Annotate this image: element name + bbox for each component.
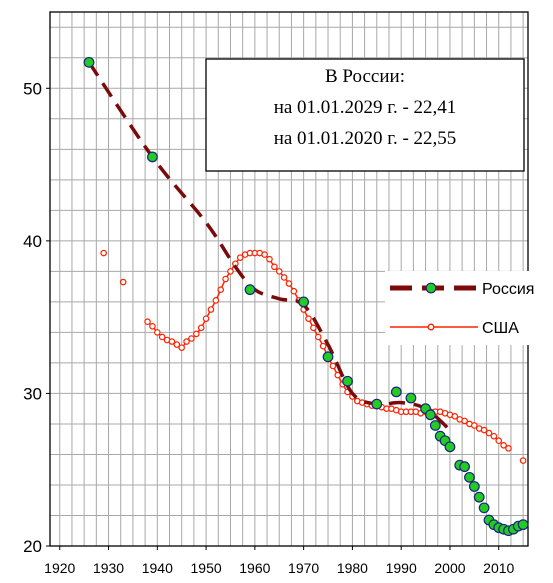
russia-point — [83, 56, 95, 68]
usa-point — [227, 268, 234, 275]
russia-point — [244, 284, 256, 296]
x-tick-label: 1960 — [239, 560, 270, 576]
y-tick-label: 40 — [23, 232, 42, 251]
russia-point — [371, 398, 383, 410]
usa-point — [178, 344, 185, 351]
legend: Россия США — [385, 271, 553, 345]
russia-point — [459, 461, 470, 473]
x-tick-label: 1980 — [337, 560, 368, 576]
usa-point — [480, 426, 488, 434]
x-tick-label: 2000 — [434, 560, 465, 576]
usa-point — [275, 268, 283, 275]
russia-point — [342, 375, 353, 387]
x-tick-label: 1990 — [386, 560, 417, 576]
usa-point — [519, 457, 527, 464]
usa-point — [500, 442, 507, 449]
legend-russia-marker — [425, 282, 437, 294]
usa-point — [217, 286, 225, 293]
usa-point — [266, 255, 273, 263]
annotation-box: В России: на 01.01.2029 г. - 22,41 на 01… — [205, 58, 525, 172]
russia-point — [429, 420, 441, 431]
y-tick-label: 30 — [23, 384, 42, 403]
x-tick-label: 1920 — [44, 560, 75, 576]
x-axis-ticks: 1920 1930 1940 1950 1960 1970 1980 1990 2000 2010 — [44, 546, 515, 576]
russia-point — [390, 386, 402, 398]
usa-point — [193, 330, 200, 338]
y-tick-label: 20 — [23, 537, 42, 556]
usa-point — [280, 274, 288, 281]
x-tick-label: 2010 — [483, 560, 514, 576]
usa-point — [100, 249, 107, 257]
usa-point — [183, 338, 190, 345]
russia-point — [298, 296, 310, 308]
usa-point — [305, 315, 312, 322]
usa-point — [505, 445, 512, 452]
usa-point — [188, 335, 195, 342]
russia-point — [473, 491, 485, 503]
russia-point — [405, 392, 417, 404]
russia-point — [322, 351, 334, 363]
russia-point — [464, 471, 475, 483]
usa-point — [222, 275, 229, 283]
russia-point — [478, 502, 490, 514]
legend-usa-marker — [427, 323, 435, 331]
usa-point — [236, 254, 244, 261]
usa-point — [154, 329, 161, 336]
russia-point — [147, 151, 158, 163]
usa-point — [158, 333, 166, 341]
usa-point — [144, 318, 151, 326]
usa-point — [451, 413, 459, 420]
y-tick-label: 50 — [23, 79, 42, 98]
usa-point — [212, 297, 220, 304]
usa-point — [490, 432, 498, 440]
russia-point — [517, 519, 529, 531]
usa-point — [271, 263, 278, 271]
usa-point — [471, 422, 478, 429]
usa-point — [261, 251, 268, 258]
x-tick-label: 1950 — [191, 560, 222, 576]
usa-point — [461, 417, 468, 425]
annotation-line-1: В России: — [325, 66, 405, 87]
usa-point — [285, 280, 293, 287]
usa-point — [119, 278, 127, 286]
usa-point — [310, 324, 317, 332]
usa-point — [319, 342, 327, 350]
x-tick-label: 1970 — [288, 560, 319, 576]
russia-point — [444, 441, 456, 453]
usa-point — [168, 338, 176, 345]
usa-point — [173, 341, 181, 348]
usa-point — [197, 324, 205, 332]
usa-point — [329, 362, 337, 370]
usa-point — [202, 315, 210, 322]
legend-russia-label: Россия — [482, 281, 534, 298]
x-tick-label: 1940 — [142, 560, 173, 576]
usa-point — [149, 322, 156, 330]
usa-point — [314, 333, 322, 341]
russia-point — [425, 409, 436, 421]
series-layer — [83, 56, 529, 537]
annotation-line-2: на 01.01.2029 г. - 22,41 — [274, 97, 457, 118]
usa-point — [485, 429, 493, 437]
y-axis-ticks: 20 30 40 50 — [23, 79, 50, 556]
usa-point — [290, 287, 298, 295]
russia-point — [468, 481, 480, 492]
legend-usa-label: США — [482, 320, 519, 337]
usa-point — [495, 437, 503, 445]
x-tick-label: 1930 — [93, 560, 124, 576]
usa-point — [207, 306, 215, 313]
annotation-line-3: на 01.01.2020 г. - 22,55 — [274, 128, 457, 149]
